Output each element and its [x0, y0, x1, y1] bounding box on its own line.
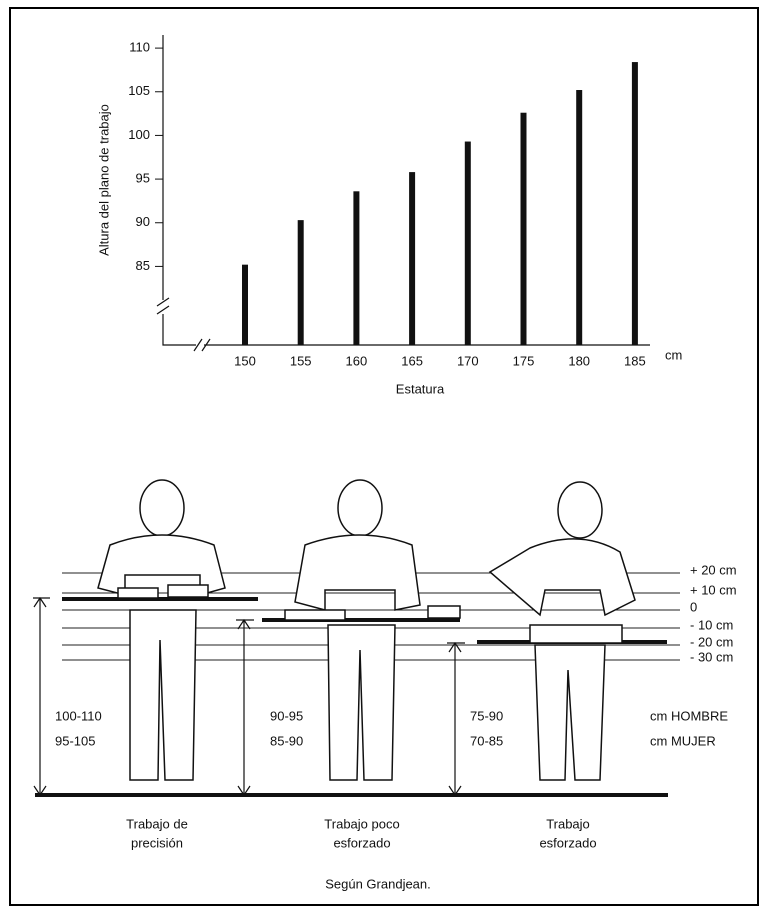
legend-entry: cm HOMBRE: [650, 708, 728, 723]
y-tick-label: 90: [136, 214, 150, 229]
source: Según Grandjean.: [325, 876, 431, 891]
range-mujer: 70-85: [470, 733, 503, 748]
bar: [631, 62, 638, 345]
figure: [488, 481, 636, 781]
level-label: - 20 cm: [690, 634, 733, 649]
level-label: - 10 cm: [690, 617, 733, 632]
range-mujer: 95-105: [55, 733, 95, 748]
x-tick-label: 185: [624, 353, 646, 368]
caption: Trabajo poco: [324, 816, 399, 831]
x-axis-label: Estatura: [396, 381, 445, 396]
caption: Trabajo de: [126, 816, 188, 831]
x-tick-label: 160: [346, 353, 368, 368]
level-label: + 10 cm: [690, 582, 737, 597]
bar: [520, 112, 527, 345]
x-tick-label: 155: [290, 353, 312, 368]
height-arrow: [33, 596, 50, 797]
y-tick-label: 85: [136, 258, 150, 273]
level-label: - 30 cm: [690, 649, 733, 664]
diagram: + 20 cm + 10 cm 0 - 10 cm - 20 cm- 30 cm: [33, 479, 737, 797]
figure: [97, 479, 226, 781]
range-hombre: 100-110: [55, 708, 102, 723]
bar: [353, 191, 360, 345]
y-tick-label: 95: [136, 171, 150, 186]
y-tick-label: 110: [129, 40, 150, 55]
axes: [156, 35, 650, 352]
bar: [409, 172, 416, 345]
frame: [9, 7, 759, 906]
x-tick-label: 180: [568, 353, 590, 368]
bar: [297, 220, 304, 345]
height-arrow: [447, 641, 465, 797]
bar: [576, 90, 583, 345]
figure: [284, 479, 461, 781]
x-tick-label: 170: [457, 353, 479, 368]
y-tick-label: 100: [128, 127, 150, 142]
caption: esforzado: [539, 835, 596, 850]
caption: esforzado: [333, 835, 390, 850]
caption: precisión: [131, 835, 183, 850]
y-axis-label: Altura del plano de trabajo: [96, 104, 111, 256]
x-tick-label: 175: [513, 353, 535, 368]
x-tick-label: 150: [234, 353, 256, 368]
range-hombre: 75-90: [470, 708, 503, 723]
level-label: 0: [690, 599, 697, 614]
level-label: + 20 cm: [690, 562, 737, 577]
x-tick-label: 165: [401, 353, 423, 368]
height-arrow: [236, 618, 254, 797]
bar: [464, 141, 471, 345]
bar: [242, 264, 248, 345]
legend-entry: cm MUJER: [650, 733, 716, 748]
y-tick-label: 105: [128, 83, 150, 98]
range-mujer: 85-90: [270, 733, 303, 748]
range-hombre: 90-95: [270, 708, 303, 723]
x-unit: cm: [665, 347, 682, 362]
caption: Trabajo: [546, 816, 590, 831]
